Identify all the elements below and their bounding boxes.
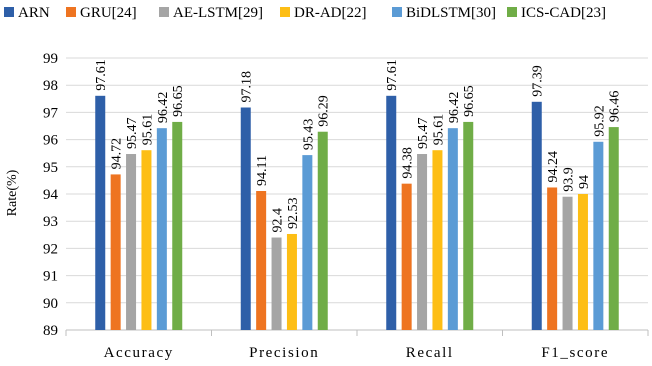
- value-label: 95.92: [592, 105, 607, 137]
- value-label: 97.61: [94, 59, 109, 91]
- bar-arn-recall: [386, 95, 397, 330]
- y-tick-label: 95: [43, 160, 58, 176]
- y-axis-ticks: 89 90 91 92 93 94 95 96 97 98 99: [43, 51, 59, 339]
- bar-bidlstm-30-precision: [302, 155, 313, 330]
- legend-swatch: [66, 7, 76, 17]
- bar-arn-precision: [240, 107, 251, 330]
- value-label: 96.42: [447, 92, 462, 124]
- bar-gru-24-f1-score: [547, 187, 558, 330]
- y-tick-label: 97: [43, 105, 59, 121]
- category-axis: Accuracy Precision Recall F1_score: [65, 330, 649, 361]
- y-tick-label: 94: [43, 187, 59, 203]
- y-tick-label: 90: [43, 296, 58, 312]
- category-label-recall: Recall: [406, 345, 454, 361]
- bar-dr-ad-22-f1-score: [577, 194, 588, 330]
- bar-gru-24-recall: [401, 183, 412, 330]
- bar-gru-24-accuracy: [110, 174, 121, 330]
- value-label: 95.43: [301, 119, 316, 151]
- value-label: 97.18: [240, 71, 255, 103]
- legend-label: BiDLSTM[30]: [406, 5, 496, 21]
- legend-label: ARN: [18, 5, 50, 21]
- bars: [95, 95, 619, 331]
- value-label: 92.53: [286, 197, 301, 229]
- category-label-accuracy: Accuracy: [104, 345, 174, 361]
- category-label-precision: Precision: [249, 345, 319, 361]
- value-label: 95.47: [416, 118, 431, 150]
- legend-swatch: [4, 7, 14, 17]
- bar-bidlstm-30-f1-score: [593, 141, 604, 330]
- value-label: 94.38: [401, 147, 416, 179]
- legend-label: DR-AD[22]: [294, 5, 367, 21]
- y-tick-label: 99: [43, 51, 58, 67]
- bar-ae-lstm-29-accuracy: [126, 154, 137, 330]
- legend-label: GRU[24]: [80, 5, 137, 21]
- legend-swatch: [507, 7, 517, 17]
- legend-item-dr-ad-22: DR-AD[22]: [280, 5, 367, 21]
- y-tick-label: 93: [43, 214, 58, 230]
- bar-dr-ad-22-recall: [432, 150, 443, 330]
- legend-label: ICS-CAD[23]: [521, 5, 606, 21]
- bar-arn-f1-score: [531, 101, 542, 331]
- value-label: 96.65: [462, 85, 477, 117]
- bar-ics-cad-23-recall: [463, 121, 474, 330]
- value-label: 95.47: [125, 118, 140, 150]
- bar-bidlstm-30-recall: [447, 128, 458, 330]
- value-label: 97.39: [531, 65, 546, 97]
- value-label: 94.24: [546, 151, 561, 183]
- bar-arn-accuracy: [95, 95, 106, 330]
- value-label: 96.46: [608, 91, 623, 123]
- category-label-f1-score: F1_score: [541, 345, 609, 361]
- legend-swatch: [392, 7, 402, 17]
- value-label: 94.11: [255, 155, 270, 186]
- bar-ae-lstm-29-recall: [417, 154, 428, 330]
- gridlines: [66, 57, 648, 331]
- value-label: 95.61: [431, 114, 446, 146]
- bar-ics-cad-23-f1-score: [608, 127, 619, 330]
- y-axis-title: Rate(%): [5, 169, 20, 216]
- value-label: 93.9: [562, 167, 577, 192]
- y-tick-label: 91: [43, 269, 58, 285]
- y-tick-label: 96: [43, 133, 59, 149]
- y-tick-label: 89: [43, 323, 58, 339]
- value-label: 92.4: [271, 208, 286, 233]
- bar-ics-cad-23-precision: [317, 131, 328, 330]
- legend-item-ics-cad-23: ICS-CAD[23]: [507, 5, 606, 21]
- bar-dr-ad-22-precision: [286, 233, 297, 330]
- legend-item-bidlstm-30: BiDLSTM[30]: [392, 5, 496, 21]
- legend-swatch: [159, 7, 169, 17]
- legend-swatch: [280, 7, 290, 17]
- value-label: 97.61: [385, 59, 400, 91]
- value-label: 96.42: [156, 92, 171, 124]
- legend-item-ae-lstm-29: AE-LSTM[29]: [159, 5, 263, 21]
- bar-ae-lstm-29-f1-score: [562, 196, 573, 330]
- bar-ics-cad-23-accuracy: [172, 121, 183, 330]
- legend-label: AE-LSTM[29]: [173, 5, 263, 21]
- value-label: 96.65: [171, 85, 186, 117]
- value-label: 94.72: [110, 138, 125, 169]
- value-label: 94: [577, 175, 592, 189]
- bar-dr-ad-22-accuracy: [141, 150, 152, 330]
- legend: ARN GRU[24] AE-LSTM[29] DR-AD[22] BiDLSTM[30…: [4, 5, 606, 21]
- y-tick-label: 92: [43, 241, 58, 257]
- legend-item-arn: ARN: [4, 5, 50, 21]
- bar-gru-24-precision: [256, 191, 267, 330]
- bar-bidlstm-30-accuracy: [156, 128, 167, 330]
- value-label: 95.61: [140, 114, 155, 146]
- bar-ae-lstm-29-precision: [271, 237, 282, 330]
- y-tick-label: 98: [43, 78, 58, 94]
- value-label: 96.29: [317, 95, 332, 127]
- legend-item-gru-24: GRU[24]: [66, 5, 137, 21]
